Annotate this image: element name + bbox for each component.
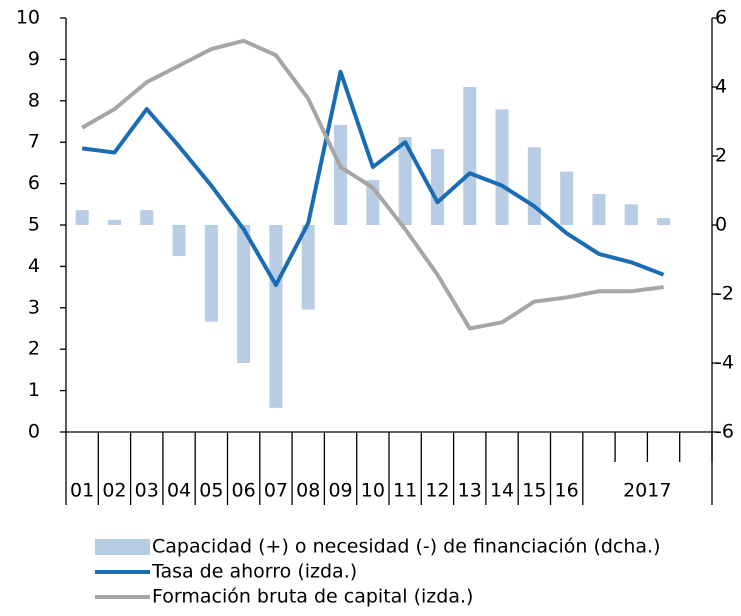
y2-tick-label: 0 [715,214,727,236]
bar [463,87,477,225]
y2-tick-label: -6 [715,421,734,443]
x-tick-label: 11 [393,480,417,502]
y-tick-label: 4 [28,255,40,277]
bar [560,171,574,225]
bar [430,149,444,225]
x-tick-label: 02 [102,480,126,502]
bar [237,225,251,363]
bar [107,219,121,225]
line [81,38,664,331]
y2-tick-label: 2 [715,145,727,167]
y2-tick-label: -4 [715,352,734,374]
bar [172,225,186,257]
x-tick-label: 12 [425,480,449,502]
y-tick-label: 7 [28,131,40,153]
bar [398,137,412,225]
legend-label: Capacidad (+) o necesidad (-) de financi… [152,536,661,558]
y-tick-label: 1 [28,379,40,401]
x-tick-label: 13 [458,480,482,502]
line [81,69,665,288]
bar [204,225,218,322]
y-tick-label: 10 [16,7,40,29]
y2-tick-label: 4 [715,76,727,98]
x-tick-label: 09 [328,480,352,502]
y-tick-label: 8 [28,89,40,111]
bar [269,225,283,408]
y-tick-label: 3 [28,296,40,318]
x-tick-label: 16 [555,480,579,502]
bar [140,210,154,225]
x-tick-label: 15 [522,480,546,502]
x-tick-label: 14 [490,480,514,502]
y2-tick-label: 6 [715,7,727,29]
bar [624,204,638,225]
bar [334,124,348,225]
x-tick-label: 05 [199,480,223,502]
bar [592,193,606,225]
x-tick-label: 06 [232,480,256,502]
y-tick-label: 9 [28,48,40,70]
x-tick-label: 08 [296,480,320,502]
legend-swatch [95,539,150,555]
y-tick-label: 0 [28,421,40,443]
y2-tick-label: -2 [715,283,734,305]
bar [495,109,509,225]
bar [75,210,89,225]
x-tick-label: 10 [361,480,385,502]
bar [527,147,541,225]
legend-label: Tasa de ahorro (izda.) [151,561,357,583]
legend-label: Formación bruta de capital (izda.) [152,586,473,608]
y-tick-label: 5 [28,214,40,236]
x-tick-label: 04 [167,480,191,502]
x-tick-label: 07 [264,480,288,502]
bar [657,218,671,225]
x-tick-label: 2017 [623,480,671,502]
x-tick-label: 03 [135,480,159,502]
y-tick-label: 6 [28,172,40,194]
x-tick-label: 01 [70,480,94,502]
bar [301,225,315,310]
y-tick-label: 2 [28,338,40,360]
